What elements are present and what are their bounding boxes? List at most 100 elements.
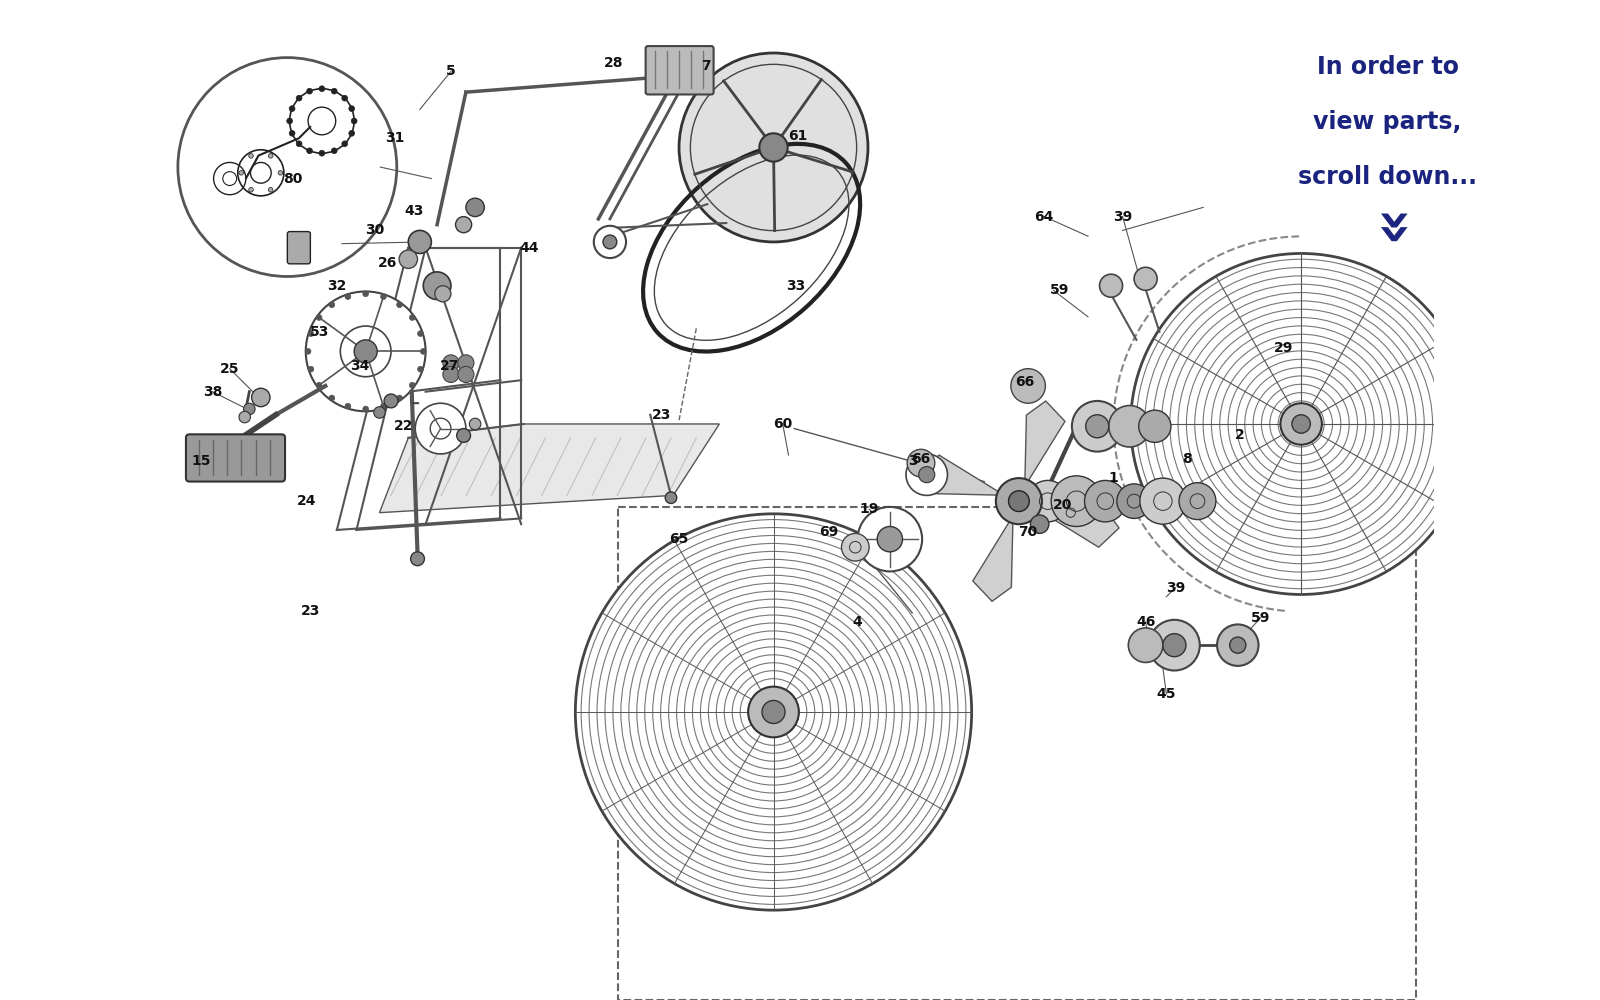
Text: 33: 33 — [786, 279, 805, 293]
Polygon shape — [918, 455, 1003, 495]
Circle shape — [678, 53, 867, 242]
Circle shape — [603, 235, 618, 249]
Text: 7: 7 — [701, 59, 710, 73]
Text: 4: 4 — [853, 615, 862, 629]
Circle shape — [1139, 478, 1186, 524]
Circle shape — [1027, 480, 1069, 522]
Circle shape — [1109, 406, 1150, 447]
Circle shape — [278, 171, 283, 175]
Circle shape — [408, 230, 432, 253]
Text: 60: 60 — [773, 417, 792, 431]
Circle shape — [666, 492, 677, 503]
Circle shape — [317, 315, 322, 320]
Circle shape — [251, 388, 270, 407]
Text: 65: 65 — [669, 532, 688, 546]
Circle shape — [363, 406, 368, 412]
Circle shape — [842, 533, 869, 561]
Text: 2: 2 — [1235, 428, 1245, 442]
Text: 28: 28 — [603, 56, 622, 70]
Text: 46: 46 — [1136, 615, 1155, 629]
Circle shape — [269, 154, 274, 158]
Circle shape — [331, 88, 338, 94]
Circle shape — [918, 467, 934, 483]
Text: 3: 3 — [909, 454, 918, 468]
Circle shape — [760, 133, 787, 162]
Circle shape — [290, 130, 294, 136]
Circle shape — [416, 403, 466, 454]
Circle shape — [749, 687, 798, 737]
Circle shape — [1059, 501, 1082, 524]
Text: 39: 39 — [1166, 581, 1186, 595]
Circle shape — [248, 187, 253, 192]
Text: scroll down...: scroll down... — [1298, 165, 1477, 189]
Circle shape — [342, 95, 347, 101]
Circle shape — [354, 340, 378, 363]
Circle shape — [466, 198, 485, 217]
Circle shape — [286, 118, 293, 124]
Circle shape — [374, 407, 386, 418]
Circle shape — [248, 154, 253, 158]
Circle shape — [381, 403, 386, 409]
Text: 64: 64 — [1035, 210, 1054, 224]
Circle shape — [877, 526, 902, 552]
Circle shape — [418, 331, 424, 336]
Circle shape — [456, 429, 470, 442]
Polygon shape — [1035, 507, 1118, 547]
Circle shape — [1128, 628, 1163, 662]
Circle shape — [443, 355, 459, 371]
Circle shape — [317, 382, 322, 388]
Text: 39: 39 — [1114, 210, 1133, 224]
Text: 43: 43 — [405, 204, 424, 218]
Text: 5: 5 — [446, 64, 456, 78]
Circle shape — [410, 315, 414, 320]
Circle shape — [424, 272, 451, 300]
Circle shape — [363, 291, 368, 297]
Circle shape — [1230, 637, 1246, 653]
Text: 59: 59 — [1251, 611, 1270, 625]
Text: 80: 80 — [283, 172, 302, 186]
Text: 20: 20 — [1053, 498, 1072, 512]
Circle shape — [1099, 274, 1123, 297]
Circle shape — [397, 302, 403, 308]
Polygon shape — [379, 424, 720, 513]
Circle shape — [309, 331, 314, 336]
Text: 66: 66 — [1014, 375, 1034, 389]
Circle shape — [1117, 484, 1152, 518]
Circle shape — [397, 395, 403, 401]
Circle shape — [762, 700, 786, 724]
Circle shape — [330, 395, 334, 401]
Text: In order to: In order to — [1317, 55, 1459, 79]
Circle shape — [384, 394, 398, 408]
Circle shape — [330, 302, 334, 308]
Circle shape — [1072, 401, 1123, 452]
Circle shape — [421, 349, 426, 354]
Text: 15: 15 — [190, 454, 211, 468]
Text: 61: 61 — [789, 129, 808, 143]
Text: 45: 45 — [1157, 687, 1176, 701]
Circle shape — [1085, 480, 1126, 522]
Circle shape — [349, 106, 355, 112]
Circle shape — [1134, 267, 1157, 290]
Circle shape — [269, 187, 274, 192]
Text: 32: 32 — [326, 279, 347, 293]
Circle shape — [411, 552, 424, 566]
Circle shape — [1086, 415, 1109, 438]
Text: 23: 23 — [653, 408, 672, 422]
Circle shape — [398, 250, 418, 268]
Text: 69: 69 — [819, 525, 838, 539]
Text: 38: 38 — [203, 385, 222, 399]
Circle shape — [1163, 634, 1186, 657]
Text: 44: 44 — [520, 241, 539, 255]
Polygon shape — [1026, 401, 1066, 485]
Circle shape — [1291, 415, 1310, 433]
Circle shape — [858, 507, 922, 571]
Circle shape — [349, 130, 355, 136]
Text: »: » — [1358, 212, 1416, 249]
Circle shape — [410, 382, 414, 388]
Circle shape — [995, 478, 1042, 524]
Text: 66: 66 — [912, 452, 931, 466]
Circle shape — [458, 366, 474, 382]
Text: 31: 31 — [384, 131, 405, 145]
Text: 19: 19 — [859, 502, 878, 516]
Circle shape — [290, 106, 294, 112]
